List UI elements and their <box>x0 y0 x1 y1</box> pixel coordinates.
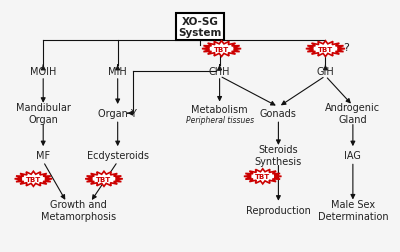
Text: XO-SG
System: XO-SG System <box>178 16 222 38</box>
Text: TBT: TBT <box>255 174 270 180</box>
Text: Reproduction: Reproduction <box>246 205 311 215</box>
Text: Growth and
Metamorphosis: Growth and Metamorphosis <box>41 199 116 221</box>
Polygon shape <box>85 172 123 186</box>
Polygon shape <box>202 42 241 57</box>
Text: Mandibular
Organ: Mandibular Organ <box>16 103 71 124</box>
Text: Peripheral tissues: Peripheral tissues <box>186 115 254 124</box>
Text: MOIH: MOIH <box>30 67 56 77</box>
Text: Organ Y: Organ Y <box>98 109 137 119</box>
Text: TBT: TBT <box>318 46 333 52</box>
Text: MIH: MIH <box>108 67 127 77</box>
Text: TBT: TBT <box>214 46 229 52</box>
Text: ?: ? <box>343 43 349 53</box>
Text: Metabolism: Metabolism <box>191 104 248 114</box>
Text: CHH: CHH <box>209 67 230 77</box>
Text: MF: MF <box>36 151 50 161</box>
Text: IAG: IAG <box>344 151 361 161</box>
Text: GIH: GIH <box>316 67 334 77</box>
Text: Androgenic
Gland: Androgenic Gland <box>325 103 380 124</box>
Polygon shape <box>14 172 52 186</box>
Text: Gonads: Gonads <box>260 109 297 119</box>
Text: TBT: TBT <box>26 176 41 182</box>
Text: Steroids
Synthesis: Steroids Synthesis <box>255 145 302 166</box>
Polygon shape <box>306 42 345 57</box>
Text: Male Sex
Determination: Male Sex Determination <box>318 199 388 221</box>
Text: Ecdysteroids: Ecdysteroids <box>87 151 149 161</box>
Polygon shape <box>244 169 282 184</box>
Text: TBT: TBT <box>96 176 112 182</box>
